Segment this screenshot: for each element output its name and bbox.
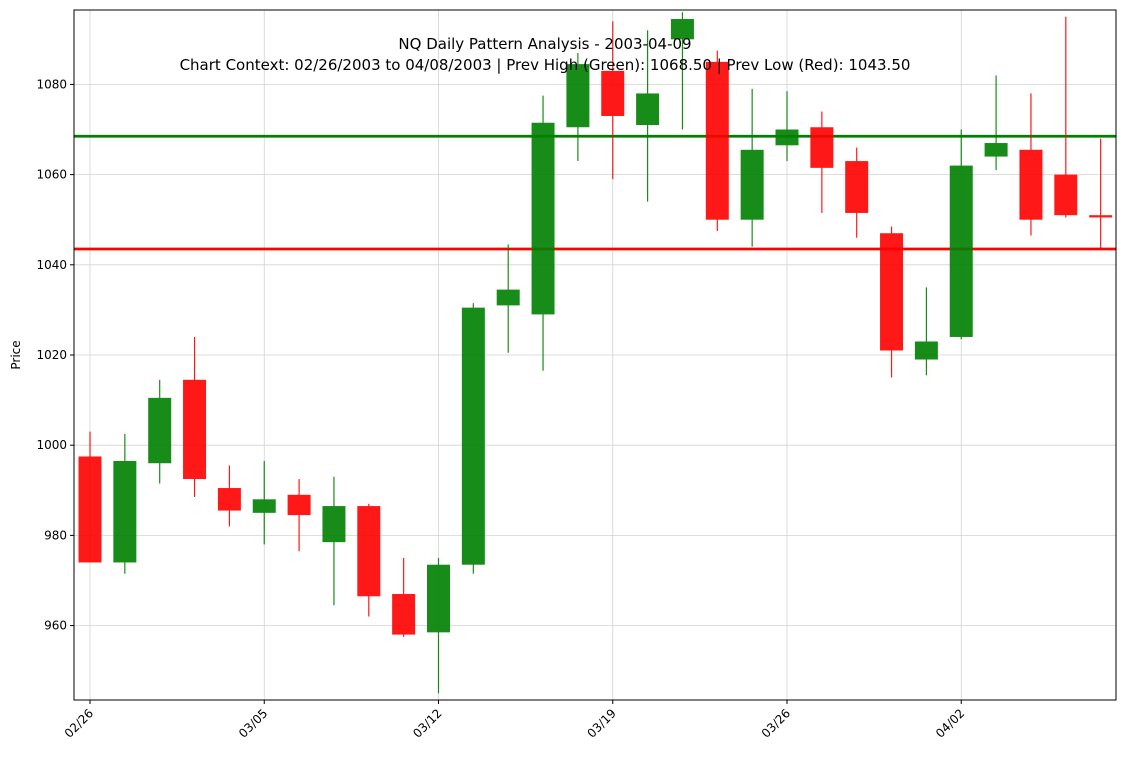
candle-body	[845, 161, 869, 213]
candles	[78, 12, 1113, 694]
candle	[601, 21, 625, 180]
y-axis-label: Price	[9, 340, 23, 369]
candle	[78, 431, 102, 563]
candle-body	[148, 397, 172, 464]
y-axis-ticks: 960 980 1000 1020 1040 1060 1080	[36, 77, 74, 633]
candle	[949, 129, 973, 340]
candle-body	[601, 70, 625, 116]
y-tick-label: 1080	[36, 77, 67, 91]
x-tick-label: 02/26	[62, 706, 96, 740]
candle	[670, 12, 694, 130]
x-tick-label: 03/19	[585, 706, 619, 740]
candle	[183, 336, 207, 498]
candle	[287, 479, 311, 552]
candle-body	[357, 506, 381, 597]
chart-subtitle: Chart Context: 02/26/2003 to 04/08/2003 …	[180, 56, 911, 74]
candle	[845, 147, 869, 238]
x-tick-label: 03/12	[410, 706, 444, 740]
candle	[1019, 93, 1043, 236]
candle-body	[496, 289, 520, 306]
candle	[252, 460, 276, 545]
candle-body	[670, 19, 694, 40]
candle	[461, 303, 485, 574]
candle	[427, 557, 450, 694]
y-tick-label: 980	[44, 528, 67, 542]
chart-title: NQ Daily Pattern Analysis - 2003-04-09	[398, 35, 691, 53]
candle-body	[287, 494, 311, 516]
candle-body	[984, 143, 1008, 157]
y-tick-label: 1040	[36, 258, 67, 272]
candle-body	[252, 499, 276, 513]
candle	[357, 503, 381, 617]
y-tick-label: 1020	[36, 348, 67, 362]
candle-body	[183, 379, 207, 480]
candle-body	[636, 93, 660, 125]
candle	[322, 476, 346, 606]
candle-body	[113, 460, 137, 563]
grid	[74, 10, 1116, 700]
x-axis-ticks: 02/26 03/05 03/12 03/19 03/26 04/02	[62, 700, 967, 741]
candle	[392, 557, 416, 637]
candle-body	[949, 165, 973, 337]
x-tick-label: 03/05	[236, 706, 270, 740]
candle	[810, 111, 834, 213]
candle	[148, 379, 172, 484]
candle	[705, 50, 729, 231]
reference-lines	[74, 134, 1116, 251]
candle-body	[461, 307, 485, 565]
candle	[531, 95, 555, 371]
candle-body	[914, 341, 938, 360]
candle-body	[322, 506, 346, 543]
x-tick-label: 03/26	[759, 706, 793, 740]
candle	[740, 88, 764, 247]
y-tick-label: 960	[44, 619, 67, 633]
candle-body	[392, 594, 416, 635]
candle-body	[810, 127, 834, 168]
candle-body	[566, 64, 590, 128]
candle-body	[705, 61, 729, 220]
candle-body	[1019, 149, 1043, 220]
candle-body	[880, 233, 904, 351]
candle-body	[78, 456, 102, 563]
candle-body	[427, 564, 450, 633]
candle-body	[217, 488, 241, 511]
candle-body	[740, 149, 764, 220]
candle-body	[1089, 215, 1113, 218]
x-tick-label: 04/02	[933, 706, 967, 740]
candle	[496, 244, 520, 353]
candle-body	[531, 122, 555, 315]
candle-body	[775, 129, 799, 146]
candle	[880, 226, 904, 378]
candle	[914, 287, 938, 376]
candle	[984, 75, 1008, 171]
candle	[775, 91, 799, 162]
candle	[1054, 16, 1078, 218]
candle	[113, 433, 137, 574]
y-tick-label: 1060	[36, 168, 67, 182]
y-tick-label: 1000	[36, 438, 67, 452]
candle	[217, 465, 241, 527]
candle	[636, 30, 660, 202]
candle	[566, 52, 590, 162]
candle	[1089, 138, 1113, 250]
candle-body	[1054, 174, 1078, 216]
